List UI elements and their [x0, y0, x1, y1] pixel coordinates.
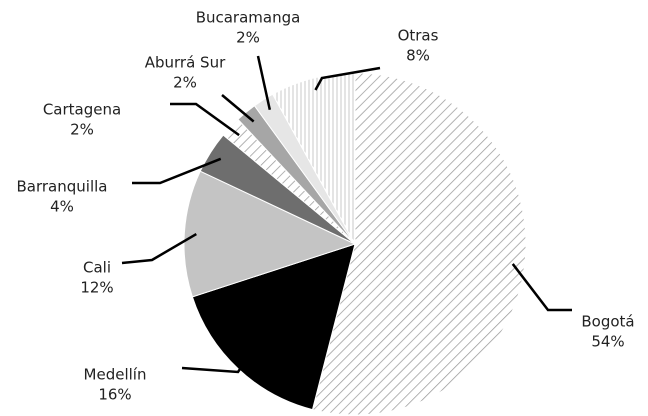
slice-label: Cartagena: [43, 101, 121, 119]
slice-label: Otras: [398, 27, 439, 45]
slice-value: 16%: [98, 386, 131, 404]
slice-label: Bogotá: [581, 313, 634, 331]
slice-value: 8%: [406, 47, 430, 65]
leader-line: [314, 66, 381, 91]
leader-line: [511, 263, 572, 312]
slice-value: 4%: [50, 198, 74, 216]
slice-value: 2%: [173, 74, 197, 92]
leader-line: [256, 55, 272, 111]
pie-slice: [311, 72, 527, 416]
pie-slice: [191, 243, 356, 411]
slice-label: Barranquilla: [17, 178, 108, 196]
leader-line: [221, 94, 255, 123]
leader-line: [132, 157, 222, 185]
slice-label: Bucaramanga: [196, 9, 301, 27]
slice-value: 54%: [591, 333, 624, 351]
slice-label: Aburrá Sur: [145, 54, 226, 72]
leader-line: [121, 232, 197, 265]
slice-value: 12%: [80, 279, 113, 297]
slice-label: Medellín: [84, 366, 147, 384]
leader-line: [181, 359, 248, 374]
slice-value: 2%: [236, 29, 260, 47]
slice-label: Cali: [83, 259, 111, 277]
slice-value: 2%: [70, 121, 94, 139]
pie-slice: [183, 170, 357, 298]
leader-line: [170, 102, 240, 137]
